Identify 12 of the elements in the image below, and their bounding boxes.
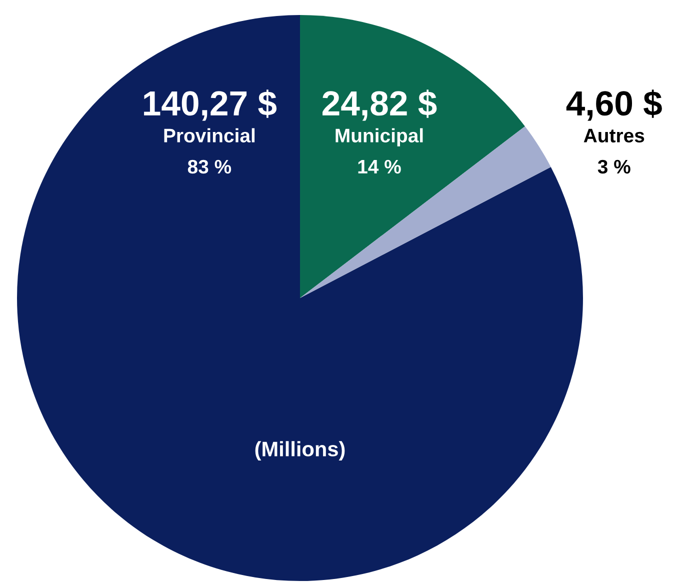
slice-label: Provincial — [164, 128, 255, 142]
text: 83 % — [188, 160, 232, 174]
slice-label: Autres — [584, 128, 644, 142]
text: 3 % — [598, 160, 630, 174]
data-label: 140,27 $ — [144, 90, 277, 121]
data-label: 24,82 $ — [322, 90, 437, 121]
pie-slice — [300, 126, 551, 298]
pie-slice — [300, 15, 525, 298]
text: (Millions) — [255, 441, 345, 461]
text: 14 % — [358, 160, 401, 174]
data-label: 4,60 $ — [566, 90, 662, 121]
slice-label: Municipal — [336, 128, 423, 146]
